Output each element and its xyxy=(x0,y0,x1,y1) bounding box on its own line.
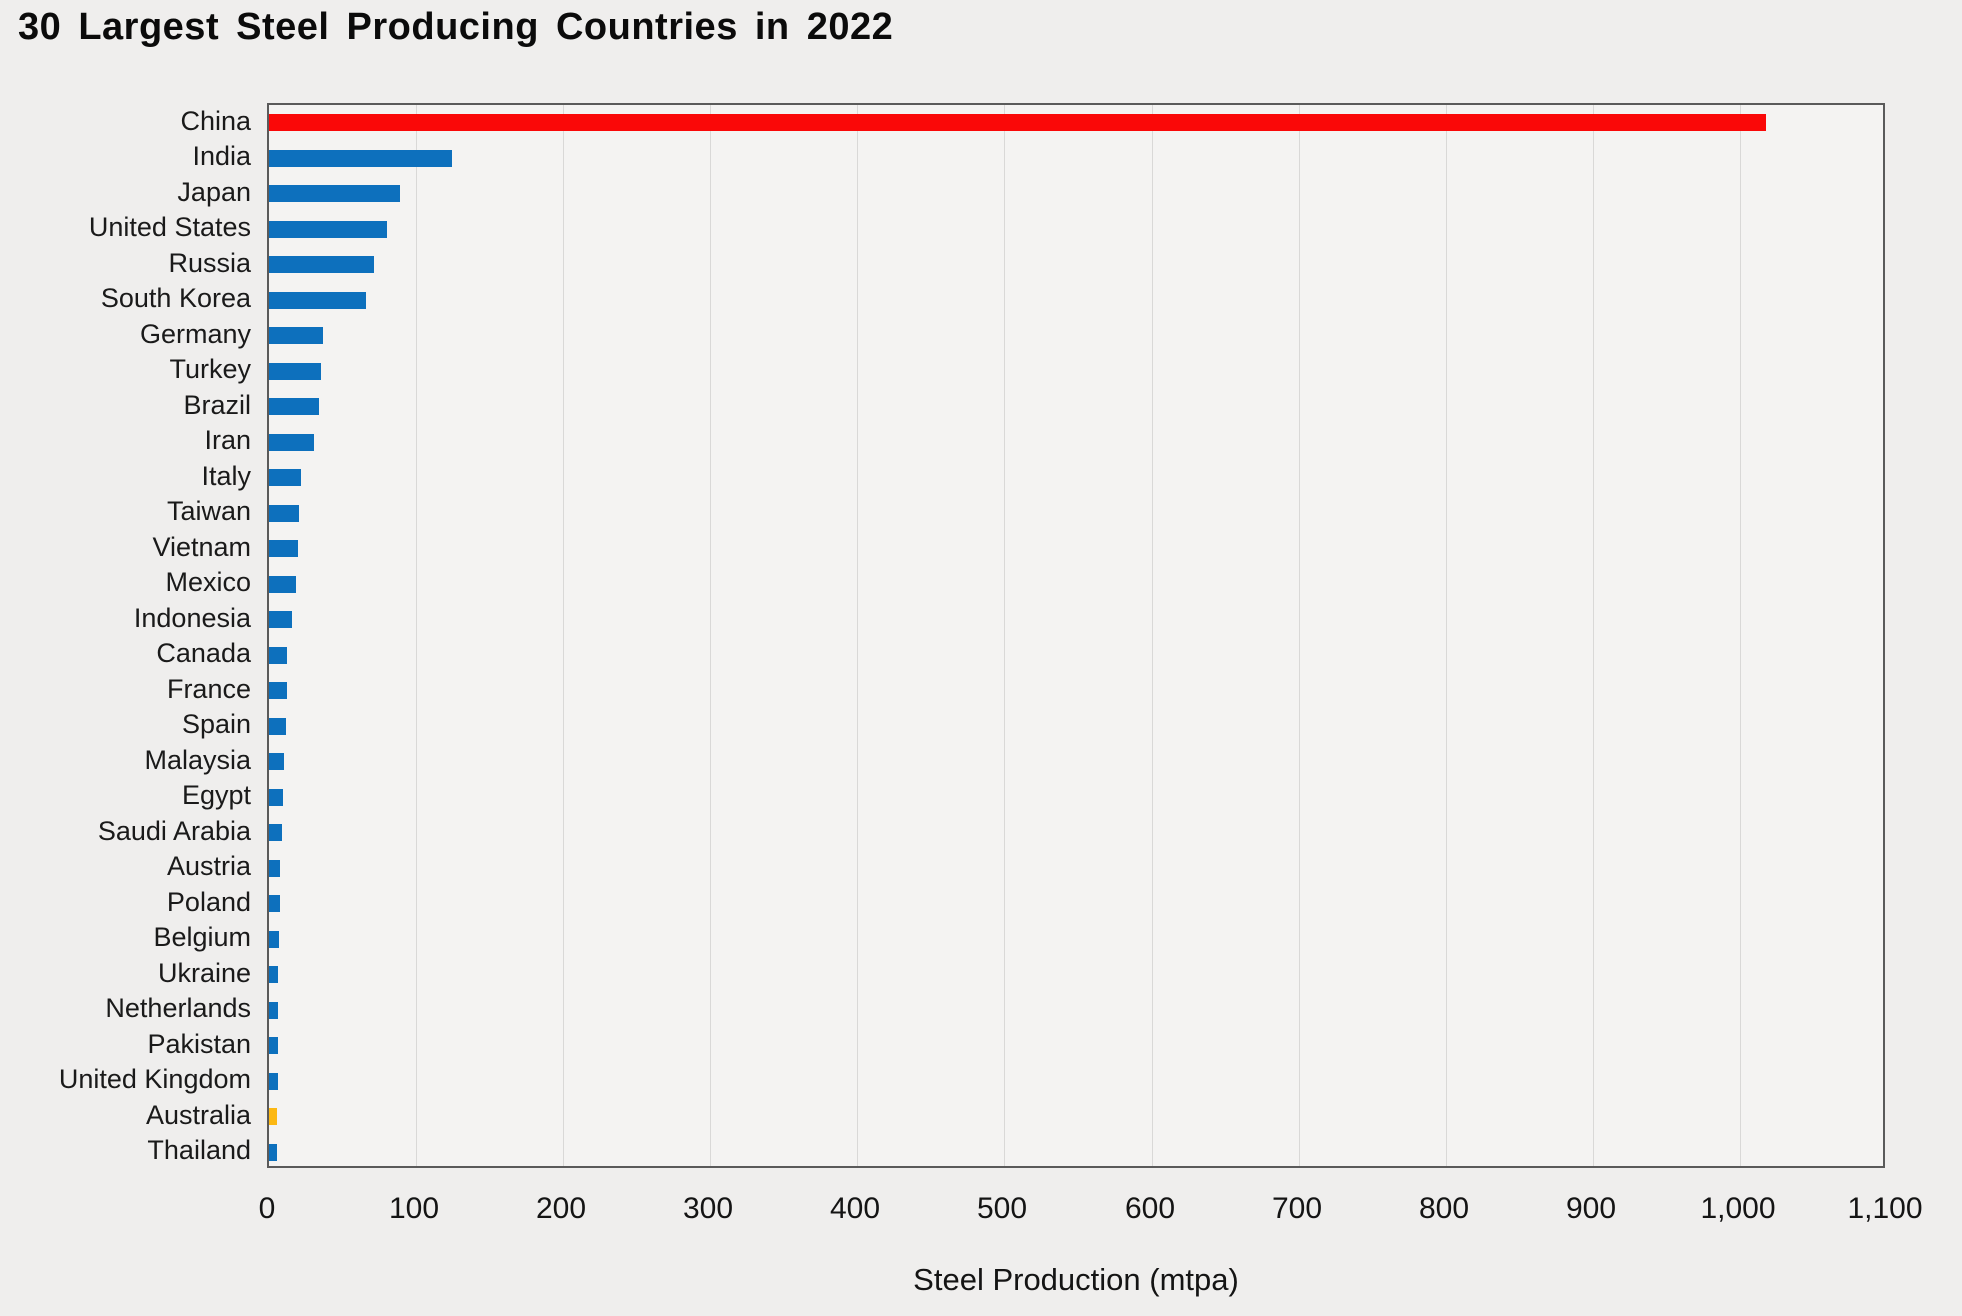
category-label-japan: Japan xyxy=(177,177,251,207)
bar-china xyxy=(269,114,1766,131)
bar-saudi-arabia xyxy=(269,824,282,841)
bar-south-korea xyxy=(269,292,366,309)
category-label-taiwan: Taiwan xyxy=(166,496,251,526)
category-label-china: China xyxy=(180,106,251,136)
category-label-malaysia: Malaysia xyxy=(144,745,251,775)
x-tick-label-1,100: 1,100 xyxy=(1847,1192,1923,1225)
category-label-iran: Iran xyxy=(204,425,251,455)
bar-taiwan xyxy=(269,505,299,522)
bar-austria xyxy=(269,860,280,877)
chart-title: 30 Largest Steel Producing Countries in … xyxy=(18,6,894,48)
bar-mexico xyxy=(269,576,296,593)
gridline-300 xyxy=(710,105,711,1166)
plot-area xyxy=(267,103,1885,1168)
bar-malaysia xyxy=(269,753,284,770)
bar-russia xyxy=(269,256,374,273)
bar-brazil xyxy=(269,398,319,415)
bar-india xyxy=(269,150,452,167)
category-label-indonesia: Indonesia xyxy=(133,603,251,633)
bar-egypt xyxy=(269,789,283,806)
x-tick-label-700: 700 xyxy=(1271,1192,1323,1225)
category-label-egypt: Egypt xyxy=(181,780,251,810)
category-label-austria: Austria xyxy=(166,851,251,881)
bar-poland xyxy=(269,895,280,912)
bar-belgium xyxy=(269,931,279,948)
category-label-italy: Italy xyxy=(201,461,251,491)
category-label-mexico: Mexico xyxy=(165,567,251,597)
x-tick-label-300: 300 xyxy=(682,1192,734,1225)
bar-turkey xyxy=(269,363,321,380)
x-tick-label-500: 500 xyxy=(976,1192,1028,1225)
category-label-netherlands: Netherlands xyxy=(105,993,251,1023)
category-label-india: India xyxy=(192,141,251,171)
gridline-1,000 xyxy=(1740,105,1741,1166)
bar-vietnam xyxy=(269,540,298,557)
x-tick-label-800: 800 xyxy=(1418,1192,1470,1225)
bar-thailand xyxy=(269,1144,277,1161)
gridline-800 xyxy=(1446,105,1447,1166)
bar-canada xyxy=(269,647,287,664)
bar-japan xyxy=(269,185,400,202)
category-label-vietnam: Vietnam xyxy=(152,532,251,562)
category-label-france: France xyxy=(166,674,251,704)
bar-australia xyxy=(269,1108,277,1125)
category-label-thailand: Thailand xyxy=(147,1135,251,1165)
gridline-500 xyxy=(1004,105,1005,1166)
category-label-pakistan: Pakistan xyxy=(147,1029,251,1059)
category-label-ukraine: Ukraine xyxy=(157,958,251,988)
category-label-spain: Spain xyxy=(181,709,251,739)
x-tick-label-900: 900 xyxy=(1565,1192,1617,1225)
bar-spain xyxy=(269,718,286,735)
gridline-100 xyxy=(416,105,417,1166)
x-tick-label-0: 0 xyxy=(258,1192,276,1225)
gridline-200 xyxy=(563,105,564,1166)
category-label-south-korea: South Korea xyxy=(100,283,251,313)
x-axis-title: Steel Production (mtpa) xyxy=(913,1262,1239,1297)
bar-italy xyxy=(269,469,301,486)
category-label-germany: Germany xyxy=(139,319,251,349)
bar-iran xyxy=(269,434,314,451)
gridline-400 xyxy=(857,105,858,1166)
gridline-600 xyxy=(1152,105,1153,1166)
bar-netherlands xyxy=(269,1002,278,1019)
bar-france xyxy=(269,682,287,699)
category-label-australia: Australia xyxy=(145,1100,251,1130)
bar-pakistan xyxy=(269,1037,278,1054)
category-label-canada: Canada xyxy=(156,638,251,668)
bar-united-states xyxy=(269,221,387,238)
gridline-700 xyxy=(1299,105,1300,1166)
bar-indonesia xyxy=(269,611,292,628)
bar-germany xyxy=(269,327,323,344)
category-label-brazil: Brazil xyxy=(183,390,251,420)
x-tick-label-200: 200 xyxy=(535,1192,587,1225)
x-tick-label-1,000: 1,000 xyxy=(1700,1192,1776,1225)
gridline-900 xyxy=(1593,105,1594,1166)
bar-united-kingdom xyxy=(269,1073,278,1090)
category-label-russia: Russia xyxy=(168,248,251,278)
category-label-united-states: United States xyxy=(88,212,251,242)
category-label-belgium: Belgium xyxy=(153,922,251,952)
category-label-turkey: Turkey xyxy=(169,354,251,384)
category-label-united-kingdom: United Kingdom xyxy=(58,1064,251,1094)
x-tick-label-400: 400 xyxy=(829,1192,881,1225)
x-tick-label-100: 100 xyxy=(388,1192,440,1225)
bar-ukraine xyxy=(269,966,278,983)
category-label-saudi-arabia: Saudi Arabia xyxy=(97,816,251,846)
x-tick-label-600: 600 xyxy=(1124,1192,1176,1225)
category-label-poland: Poland xyxy=(166,887,251,917)
